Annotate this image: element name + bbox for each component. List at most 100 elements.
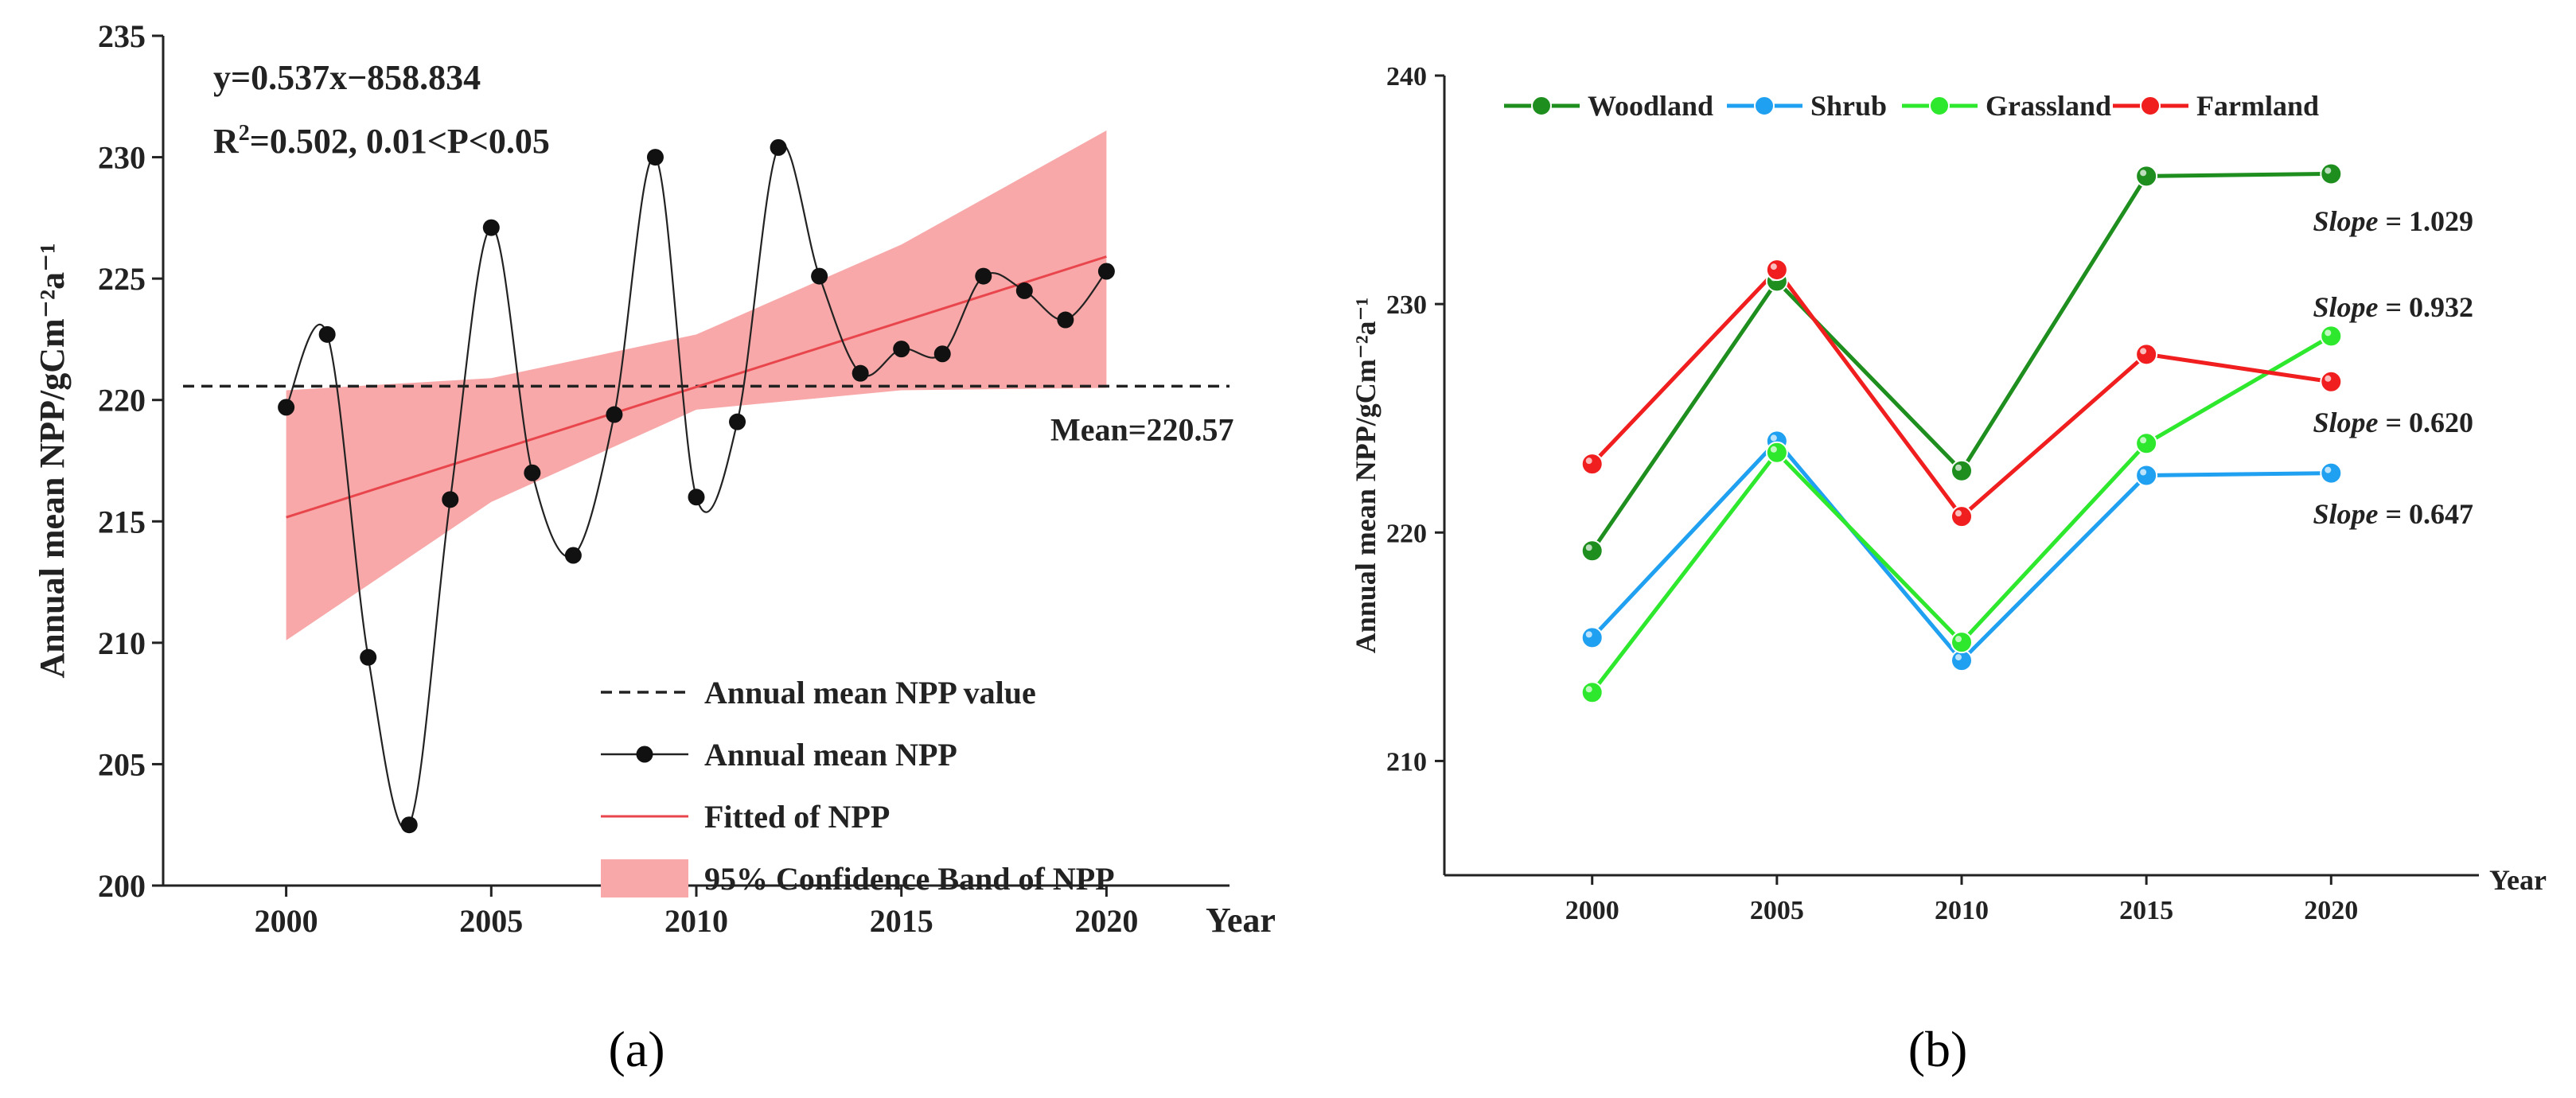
series-point-woodland (2320, 162, 2343, 185)
point-highlight (1585, 544, 1592, 551)
npp-point (442, 491, 459, 508)
y-tick-label: 235 (98, 18, 146, 54)
npp-point (811, 267, 828, 285)
y-tick-label: 240 (1386, 62, 1427, 92)
x-tick-label: 2020 (1074, 903, 1138, 939)
point-highlight (1955, 636, 1962, 643)
series-point-farmland (2320, 370, 2343, 393)
npp-point (360, 648, 377, 666)
legend-swatch-dot (636, 746, 653, 763)
slope-annotation: Slope = 0.647 (2313, 498, 2473, 530)
series-point-shrub (2320, 461, 2343, 485)
npp-point (646, 149, 664, 166)
point-highlight (1770, 446, 1777, 453)
series-point-grassland (2135, 432, 2158, 455)
series-point-grassland (1951, 631, 1973, 654)
legend-label: Fitted of NPP (704, 799, 890, 835)
point-highlight (1770, 263, 1777, 271)
y-tick-label: 210 (1386, 747, 1427, 777)
mean-label: Mean=220.57 (1050, 411, 1234, 447)
point-highlight (1585, 686, 1592, 693)
y-tick-label: 225 (98, 261, 146, 297)
legend-swatch-dot (1929, 95, 1950, 116)
point-highlight (1585, 631, 1592, 638)
series-point-woodland (1951, 459, 1973, 482)
point-highlight (2140, 469, 2147, 476)
legend-label-shrub: Shrub (1810, 90, 1887, 122)
equation-text: y=0.537x−858.834 (213, 58, 481, 97)
npp-point (400, 816, 418, 834)
npp-point (1015, 282, 1033, 299)
y-axis-label: Annual mean NPP/gCm⁻²a⁻¹ (1350, 298, 1382, 654)
series-point-farmland (1765, 259, 1788, 282)
panel-b-caption: (b) (1908, 1021, 1968, 1077)
point-highlight (2325, 375, 2332, 382)
npp-point (893, 341, 910, 358)
y-tick-label: 230 (1386, 290, 1427, 320)
legend-label-grassland: Grassland (1986, 90, 2111, 122)
point-highlight (2140, 348, 2147, 355)
point-highlight (1955, 654, 1962, 661)
legend-label: Annual mean NPP value (704, 675, 1036, 711)
npp-point (278, 399, 295, 416)
npp-point (729, 413, 746, 430)
y-tick-label: 205 (98, 746, 146, 782)
series-point-woodland (1580, 539, 1604, 563)
panel-a: 200 205 210 215 220 225 230 235 2000 2005 2010 2015… (33, 18, 1276, 940)
x-tick-label: 2015 (2119, 896, 2173, 925)
legend-swatch-dot (1754, 95, 1775, 116)
legend-label-woodland: Woodland (1588, 90, 1713, 122)
legend-swatch-band (601, 859, 688, 897)
npp-point (564, 547, 582, 564)
npp-point (852, 364, 869, 382)
point-highlight (2140, 169, 2147, 177)
y-tick-label: 220 (98, 383, 146, 419)
series-point-grassland (1765, 441, 1788, 464)
panel-b: 210 220 230 240 2000 2005 2010 2015 2020 Year Annu… (1350, 62, 2547, 925)
series-point-farmland (1951, 505, 1973, 528)
y-tick-label: 230 (98, 140, 146, 176)
point-highlight (2140, 437, 2147, 444)
npp-point (1057, 311, 1074, 329)
y-tick-label: 215 (98, 504, 146, 539)
npp-point (1097, 263, 1115, 280)
series-line-woodland (1590, 171, 2332, 552)
point-highlight (1770, 434, 1777, 442)
x-tick-label: 2010 (664, 903, 728, 939)
npp-point (524, 464, 541, 481)
point-highlight (2325, 167, 2332, 174)
npp-point (482, 219, 500, 236)
npp-point (770, 138, 787, 156)
y-tick-label: 210 (98, 625, 146, 661)
series-point-shrub (2135, 464, 2158, 487)
legend-label-farmland: Farmland (2196, 90, 2319, 122)
series-point-farmland (2135, 343, 2158, 366)
slope-annotation: Slope = 0.620 (2313, 407, 2473, 438)
slope-annotation: Slope = 0.932 (2313, 291, 2473, 323)
legend-swatch-dot (2140, 95, 2161, 116)
legend-label: 95% Confidence Band of NPP (704, 861, 1115, 897)
x-tick-label: 2005 (1750, 896, 1804, 925)
legend-label: Annual mean NPP (704, 737, 957, 773)
point-highlight (1955, 464, 1962, 471)
x-tick-label: 2020 (2304, 896, 2358, 925)
series-point-woodland (2135, 165, 2158, 188)
r2-text: R2=0.502, 0.01<P<0.05 (213, 121, 550, 161)
point-highlight (2325, 329, 2332, 337)
npp-point (975, 267, 992, 285)
legend-swatch-dot (1531, 95, 1552, 116)
series-point-grassland (1580, 681, 1604, 704)
slope-annotation: Slope = 1.029 (2313, 205, 2473, 237)
point-highlight (1955, 510, 1962, 517)
y-tick-label: 220 (1386, 519, 1427, 548)
x-tick-label: 2010 (1935, 896, 1989, 925)
npp-point (606, 406, 623, 423)
series-point-farmland (1580, 453, 1604, 476)
x-axis-label: Year (2489, 864, 2547, 896)
npp-point (933, 345, 951, 363)
npp-point (318, 325, 336, 343)
series-point-grassland (2320, 325, 2343, 348)
x-axis-label: Year (1206, 901, 1276, 940)
y-tick-label: 200 (98, 868, 146, 904)
